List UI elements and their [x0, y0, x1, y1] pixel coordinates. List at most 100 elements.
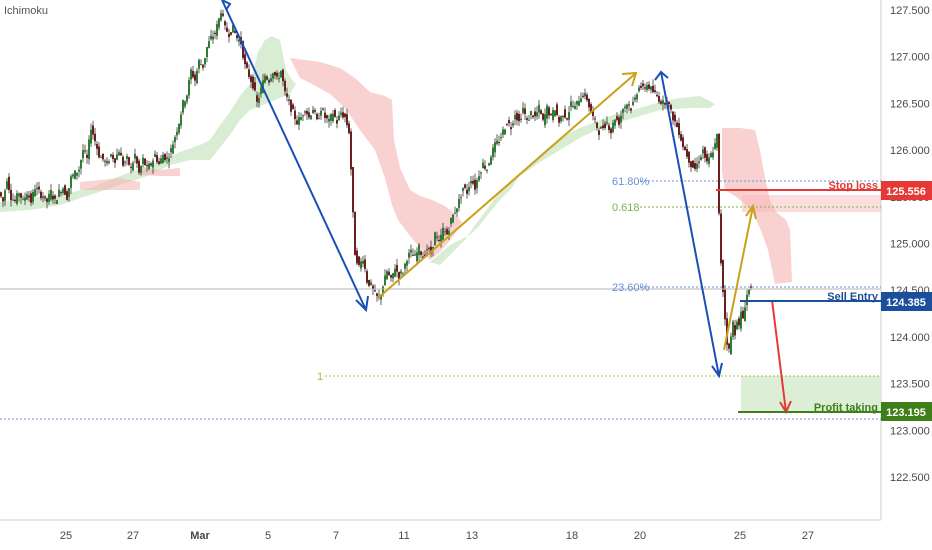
candle-body — [210, 35, 212, 40]
candle-body — [222, 13, 224, 16]
candle-body — [540, 110, 542, 114]
candle-body — [506, 123, 508, 125]
candle-body — [326, 115, 328, 119]
candle-body — [280, 70, 282, 78]
candle-body — [188, 80, 190, 96]
candle-body — [718, 133, 720, 214]
candle-body — [606, 122, 608, 124]
candle-body — [82, 150, 84, 159]
arrow-gold-up-1-head — [621, 71, 638, 87]
candle-body — [608, 125, 610, 131]
candle-body — [412, 254, 414, 256]
candle-body — [154, 153, 156, 158]
candle-body — [182, 100, 184, 113]
candle-body — [464, 184, 466, 188]
candle-body — [416, 252, 418, 262]
candle-body — [690, 161, 692, 168]
candle-body — [380, 294, 382, 300]
candle-body — [410, 249, 412, 253]
candle-body — [16, 193, 18, 204]
candle-body — [376, 293, 378, 296]
candle-body — [556, 104, 558, 115]
candle-body — [360, 261, 362, 269]
candle-body — [218, 18, 220, 28]
sell-entry-value: 124.385 — [886, 297, 926, 309]
price-axis: 127.500127.000126.500126.000125.500125.0… — [890, 5, 930, 484]
candle-body — [434, 232, 436, 246]
fib-1-label: 1 — [317, 371, 323, 383]
candle-body — [272, 73, 274, 79]
candle-body — [132, 162, 134, 171]
time-tick-4: 7 — [333, 530, 339, 542]
candle-body — [340, 112, 342, 115]
candle-body — [346, 114, 348, 126]
price-tick-9: 123.000 — [890, 425, 930, 437]
candle-body — [736, 321, 738, 330]
candle-body — [658, 96, 660, 102]
candle-body — [442, 227, 444, 240]
candle-body — [48, 194, 50, 202]
candle-body — [214, 32, 216, 34]
candle-body — [26, 194, 28, 200]
price-tick-8: 123.500 — [890, 379, 930, 391]
candle-body — [136, 156, 138, 164]
candle-body — [616, 116, 618, 120]
indicator-label: Ichimoku — [4, 5, 48, 17]
candle-body — [592, 110, 594, 117]
candle-body — [462, 187, 464, 191]
candle-body — [490, 157, 492, 165]
candle-body — [58, 189, 60, 197]
candle-body — [168, 158, 170, 162]
candle-body — [518, 113, 520, 122]
candle-body — [180, 114, 182, 126]
candle-body — [38, 186, 40, 190]
candle-body — [196, 70, 198, 83]
candle-body — [476, 180, 478, 189]
candle-body — [52, 195, 54, 200]
candle-body — [42, 196, 44, 198]
candle-body — [316, 113, 318, 120]
candle-body — [146, 165, 148, 167]
candle-body — [560, 116, 562, 122]
candle-body — [498, 141, 500, 143]
candle-body — [716, 133, 718, 148]
time-axis: 25 27 Mar 5 7 11 13 18 20 25 27 — [60, 530, 814, 542]
candle-body — [624, 106, 626, 109]
candle-body — [284, 80, 286, 92]
candle-body — [96, 144, 98, 149]
candle-body — [430, 246, 432, 254]
candle-body — [254, 82, 256, 91]
candle-body — [92, 125, 94, 135]
candle-body — [662, 100, 664, 104]
candle-body — [578, 101, 580, 106]
candle-body — [202, 64, 204, 68]
candle-body — [404, 263, 406, 269]
arrow-blue-down-2-head — [711, 362, 723, 379]
time-tick-8: 20 — [634, 530, 646, 542]
candle-body — [34, 189, 36, 197]
candle-body — [314, 110, 316, 112]
candle-body — [452, 214, 454, 223]
candle-body — [664, 103, 666, 105]
candle-body — [454, 212, 456, 214]
candle-body — [164, 153, 166, 161]
candle-body — [130, 166, 132, 168]
candle-body — [50, 189, 52, 200]
candle-body — [406, 261, 408, 266]
candle-body — [704, 147, 706, 158]
candle-body — [212, 36, 214, 40]
candle-body — [308, 112, 310, 118]
candle-body — [740, 311, 742, 329]
candle-body — [574, 106, 576, 109]
candle-body — [12, 199, 14, 201]
candle-body — [344, 113, 346, 118]
candle-body — [728, 343, 730, 349]
candle-body — [278, 78, 280, 80]
candle-body — [358, 256, 360, 265]
candle-body — [200, 64, 202, 66]
candle-body — [550, 114, 552, 116]
candle-body — [64, 185, 66, 195]
price-tick-3: 126.000 — [890, 145, 930, 157]
candle-body — [252, 76, 254, 89]
arrow-gold-up-2-head — [745, 203, 757, 220]
